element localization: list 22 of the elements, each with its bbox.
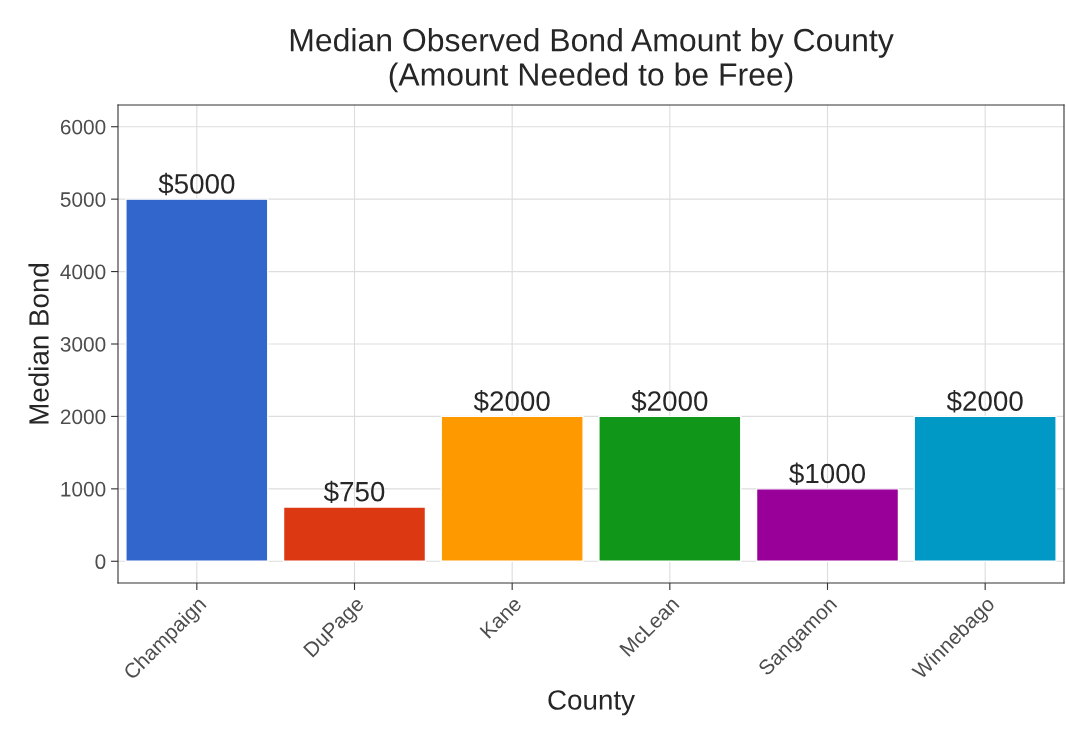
y-tick-label: 4000: [60, 264, 106, 280]
bar: [598, 415, 742, 562]
y-tick-label: 6000: [60, 119, 106, 135]
data-label: $2000: [473, 390, 550, 413]
y-tick-label: 3000: [60, 337, 106, 352]
y-axis-title: Median Bond: [28, 263, 49, 424]
bar: [913, 415, 1057, 562]
y-tick-label: 2000: [60, 409, 106, 425]
data-label: $2000: [631, 390, 708, 413]
bar: [282, 506, 427, 562]
bar: [755, 488, 900, 562]
bar: [440, 415, 584, 562]
data-label: $750: [323, 480, 385, 504]
data-label: $1000: [789, 462, 866, 486]
data-label: $2000: [946, 390, 1023, 413]
y-tick-label: 0: [95, 554, 106, 570]
bar: [125, 198, 269, 562]
data-label: $5000: [158, 172, 235, 196]
y-tick-label: 1000: [61, 481, 106, 497]
x-axis-title: County: [548, 690, 635, 716]
chart-title: Median Observed Bond Amount by County (Amount Needed to be Free): [290, 28, 894, 93]
y-tick-label: 5000: [60, 192, 106, 207]
